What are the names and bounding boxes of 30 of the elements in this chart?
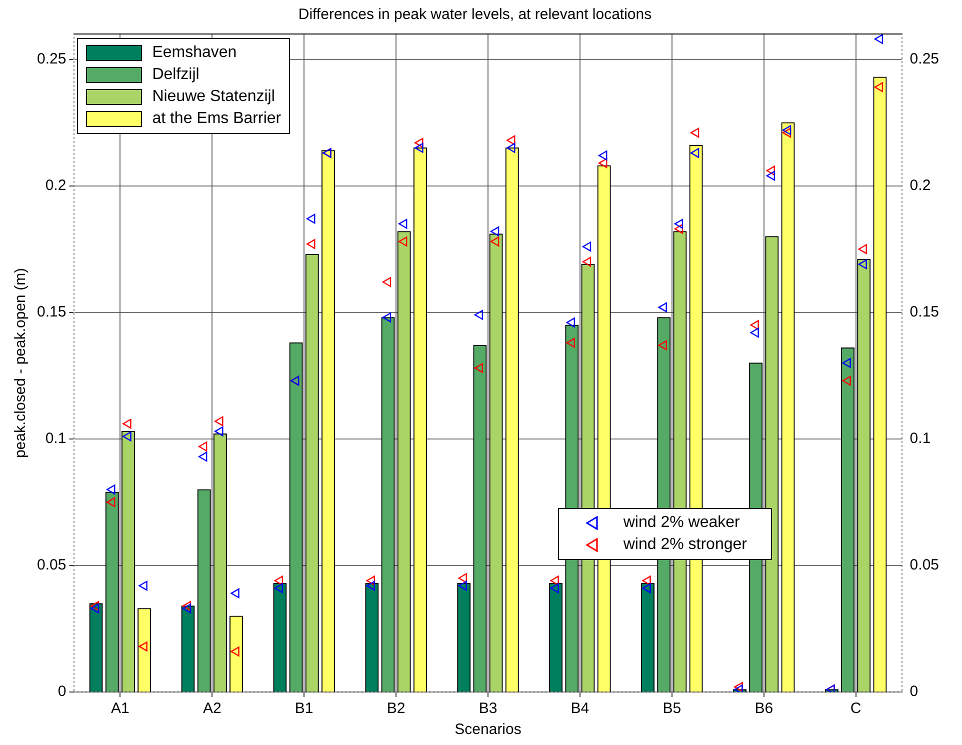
x-tick-label: B1 — [294, 700, 314, 718]
x-tick-label: B6 — [754, 700, 774, 718]
y-tick-label: 0.05 — [36, 556, 66, 574]
y-tick-label: 0.1 — [45, 430, 66, 448]
y-axis-title: peak.closed - peak.open (m) — [12, 268, 30, 458]
x-tick-label: B2 — [386, 700, 406, 718]
legend-label: Nieuwe Statenzijl — [152, 88, 275, 106]
x-axis-title: Scenarios — [454, 721, 522, 738]
x-tick-label: B4 — [570, 700, 590, 718]
x-tick-label: B5 — [662, 700, 682, 718]
legend-label: Eemshaven — [152, 44, 237, 62]
y2-tick-label: 0.15 — [910, 304, 940, 321]
legend-label: wind 2% stronger — [623, 536, 747, 554]
chart-title: Differences in peak water levels, at relevant locations — [298, 6, 652, 24]
y-tick-label: 0.15 — [36, 304, 66, 321]
y-tick-label: 0.2 — [45, 176, 66, 194]
x-tick-label: B3 — [478, 700, 498, 718]
y2-tick-label: 0.05 — [910, 556, 940, 574]
x-tick-label: A1 — [110, 700, 130, 718]
y2-tick-label: 0.25 — [910, 50, 940, 68]
y2-tick-label: 0.2 — [910, 176, 931, 194]
x-tick-label: C — [850, 700, 862, 718]
legend-label: Delfzijl — [152, 66, 200, 84]
y2-tick-label: 0 — [910, 683, 918, 700]
y-tick-label: 0.25 — [36, 50, 66, 68]
y-tick-label: 0 — [58, 683, 66, 700]
legend-label: at the Ems Barrier — [152, 110, 282, 128]
y2-tick-label: 0.1 — [910, 430, 931, 448]
legend-label: wind 2% weaker — [623, 514, 740, 532]
x-tick-label: A2 — [202, 700, 222, 718]
